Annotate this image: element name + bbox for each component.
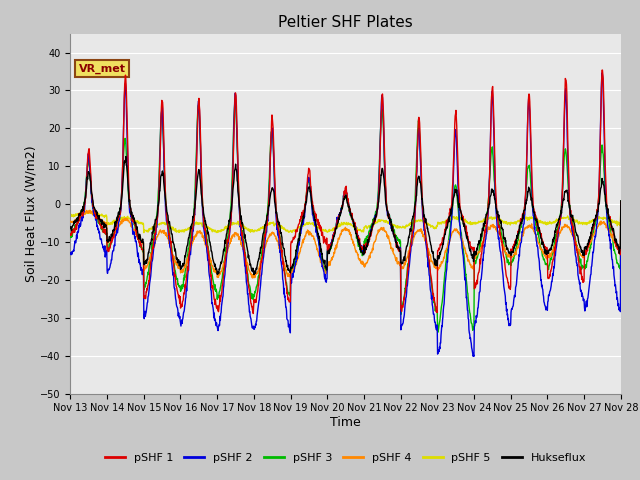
Y-axis label: Soil Heat Flux (W/m2): Soil Heat Flux (W/m2) — [24, 145, 37, 282]
X-axis label: Time: Time — [330, 416, 361, 429]
Legend: pSHF 1, pSHF 2, pSHF 3, pSHF 4, pSHF 5, Hukseflux: pSHF 1, pSHF 2, pSHF 3, pSHF 4, pSHF 5, … — [100, 448, 591, 467]
Title: Peltier SHF Plates: Peltier SHF Plates — [278, 15, 413, 30]
Text: VR_met: VR_met — [79, 63, 125, 73]
